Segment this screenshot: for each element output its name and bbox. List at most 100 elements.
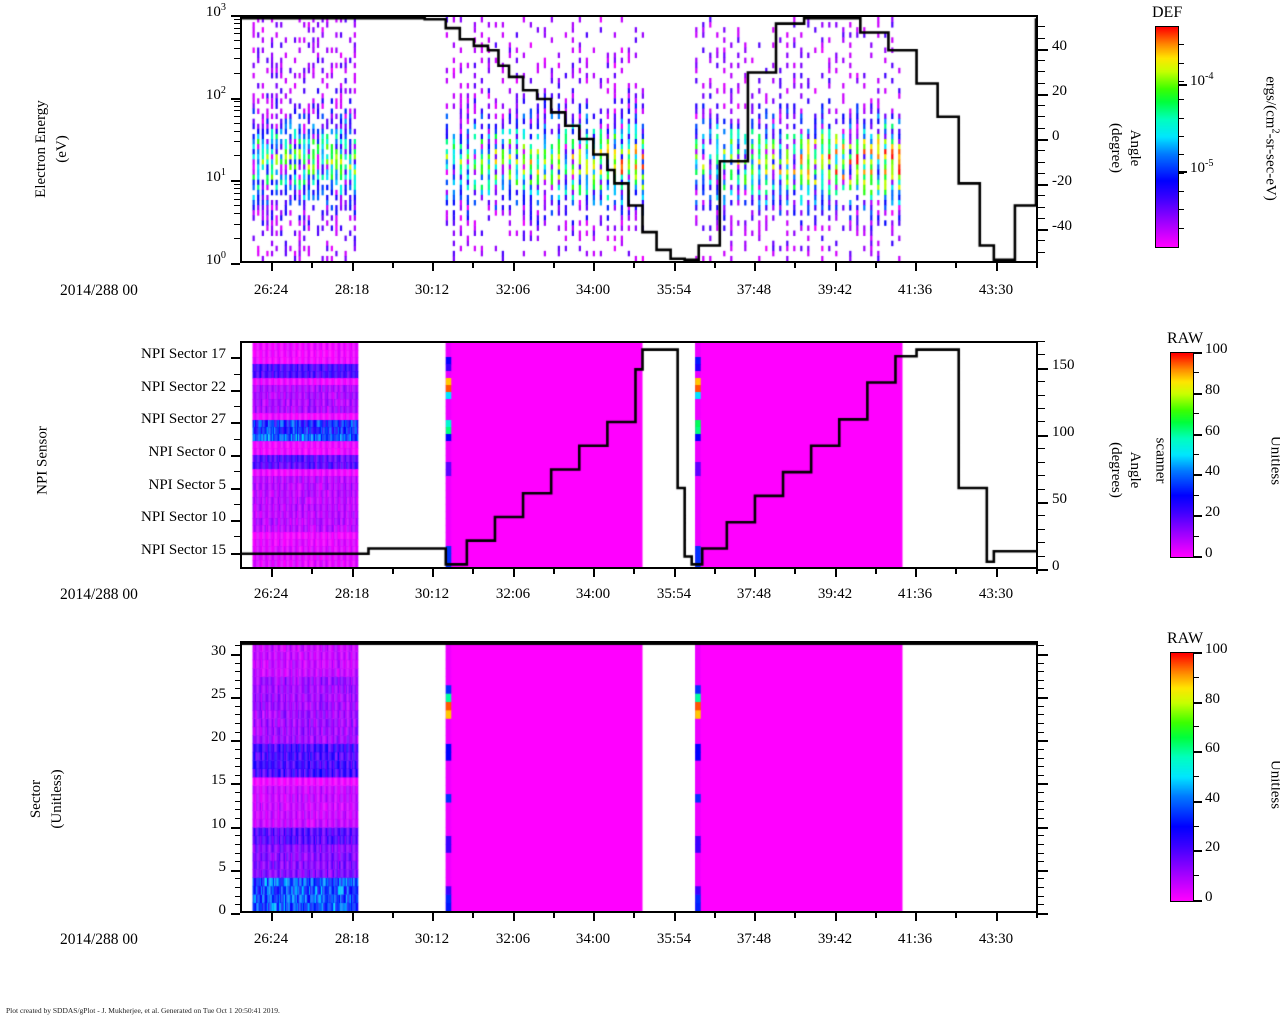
axis-tick (955, 569, 957, 574)
axis-tick (794, 913, 796, 918)
axis-tick (1036, 569, 1038, 574)
axis-tick (1038, 489, 1045, 491)
panel1-colorbar-tick-label: 10-5 (1190, 158, 1214, 176)
axis-tick (235, 818, 240, 820)
axis-tick (1179, 209, 1184, 211)
x-tick-label: 32:06 (495, 586, 531, 602)
panel2-colorbar-tick-label: 60 (1205, 423, 1220, 439)
axis-tick (1038, 195, 1045, 197)
axis-tick (234, 141, 240, 143)
axis-tick (1038, 421, 1045, 423)
axis-tick (593, 263, 595, 271)
axis-tick (235, 758, 240, 760)
axis-tick (271, 569, 273, 577)
axis-tick (1038, 173, 1045, 175)
panel3-colorbar-tick-label: 80 (1205, 691, 1220, 707)
axis-tick (472, 913, 474, 918)
axis-tick (1038, 475, 1045, 477)
axis-tick (234, 116, 240, 118)
x-tick-label: 41:36 (897, 586, 933, 602)
axis-tick (1194, 495, 1199, 497)
axis-tick (235, 835, 240, 837)
axis-tick (234, 28, 240, 30)
axis-tick (235, 766, 240, 768)
axis-tick (235, 861, 240, 863)
axis-tick (235, 792, 240, 794)
panel2-y-tick-label: NPI Sector 0 (148, 444, 227, 460)
axis-tick (234, 374, 240, 376)
axis-tick (1038, 697, 1048, 699)
axis-tick (231, 697, 240, 699)
axis-tick (231, 98, 240, 100)
axis-tick (1036, 913, 1038, 918)
axis-tick (835, 263, 837, 271)
axis-tick (1194, 413, 1199, 415)
axis-tick (234, 155, 240, 157)
axis-tick (235, 844, 240, 846)
panel2-right-tick-label: 150 (1052, 357, 1075, 373)
axis-tick (1194, 434, 1202, 436)
axis-tick (392, 263, 394, 268)
axis-tick (1038, 49, 1048, 51)
x-tick-label: 32:06 (495, 931, 531, 947)
axis-tick (1194, 393, 1202, 395)
axis-tick (1194, 850, 1202, 852)
axis-tick (1194, 474, 1202, 476)
x-tick-label: 34:00 (575, 586, 611, 602)
panel2-plot-area[interactable] (240, 341, 1038, 569)
axis-tick (1038, 671, 1044, 673)
axis-tick (1038, 556, 1045, 558)
panel2-right-axis-line2: (degrees) (1108, 442, 1124, 498)
axis-tick (915, 913, 917, 921)
axis-tick (1038, 844, 1044, 846)
panel1-right-tick-label: 20 (1052, 83, 1067, 99)
x-tick-label: 37:48 (736, 282, 772, 298)
axis-tick (231, 390, 240, 392)
x-tick-label: 34:00 (575, 282, 611, 298)
axis-tick (231, 654, 240, 656)
axis-tick (231, 422, 240, 424)
axis-tick (1194, 454, 1199, 456)
axis-tick (1179, 84, 1187, 86)
axis-tick (1038, 529, 1045, 531)
axis-tick (1038, 26, 1045, 28)
axis-tick (1179, 63, 1184, 65)
axis-tick (1038, 354, 1045, 356)
axis-tick (234, 193, 240, 195)
panel3-colorbar-tick-label: 40 (1205, 790, 1220, 806)
panel2-colorbar-tick-label: 100 (1205, 341, 1228, 357)
axis-tick (231, 870, 240, 872)
panel1-colorbar (1155, 26, 1179, 248)
panel2-right-tick-label: 100 (1052, 424, 1075, 440)
panel1-plot-area[interactable] (240, 15, 1038, 263)
x-tick-label: 43:30 (978, 931, 1014, 947)
axis-tick (1038, 368, 1048, 370)
axis-tick (311, 569, 313, 574)
axis-tick (1179, 173, 1184, 175)
axis-tick (1038, 502, 1048, 504)
x-tick-label: 34:00 (575, 931, 611, 947)
axis-tick (1038, 783, 1048, 785)
axis-tick (352, 913, 354, 921)
axis-tick (835, 569, 837, 577)
axis-tick (1038, 448, 1045, 450)
axis-tick (392, 569, 394, 574)
axis-tick (1179, 171, 1187, 173)
x-tick-label: 32:06 (495, 282, 531, 298)
axis-tick (231, 827, 240, 829)
x-tick-label: 30:12 (414, 931, 450, 947)
axis-tick (754, 913, 756, 921)
panel3-plot-area[interactable] (240, 641, 1038, 913)
panel2-right-tick-label: 0 (1052, 558, 1060, 574)
x-tick-label: 39:42 (817, 282, 853, 298)
panel2-colorbar (1170, 352, 1194, 558)
panel1-right-axis-line2: (degree) (1108, 123, 1124, 173)
axis-tick (1038, 766, 1044, 768)
x-tick-label: 35:54 (656, 282, 692, 298)
axis-tick (915, 569, 917, 577)
axis-tick (1036, 263, 1038, 268)
axis-tick (1038, 150, 1045, 152)
axis-tick (472, 263, 474, 268)
axis-tick (1038, 60, 1045, 62)
x-tick-label: 28:18 (334, 282, 370, 298)
